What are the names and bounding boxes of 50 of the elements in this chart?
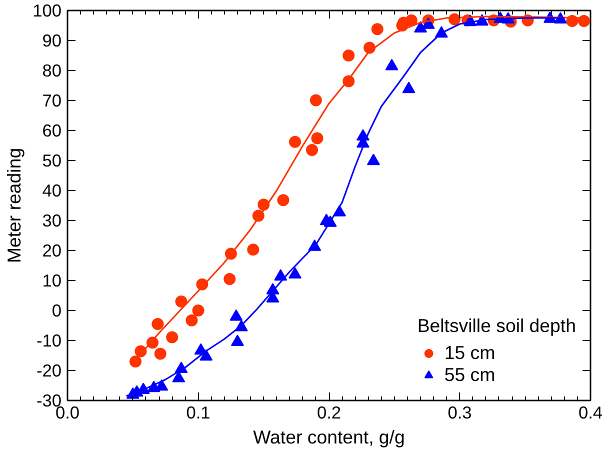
point	[186, 314, 198, 326]
point	[422, 17, 435, 29]
point	[224, 273, 236, 285]
y-tick-label: 30	[42, 210, 62, 230]
x-tick-label: 0.4	[578, 402, 603, 422]
y-tick-label: 20	[42, 240, 62, 260]
legend-label: 15 cm	[444, 342, 496, 364]
y-tick-label: 10	[42, 270, 62, 290]
point	[155, 379, 168, 391]
point	[277, 194, 290, 206]
y-tick-label: -20	[36, 360, 62, 380]
y-tick-label: 50	[42, 150, 62, 170]
point	[274, 269, 288, 281]
point	[152, 318, 164, 330]
x-tick-label: 0.3	[448, 402, 472, 422]
x-axis-title: Water content, g/g	[253, 426, 405, 448]
point	[166, 331, 178, 344]
legend-label: 55 cm	[444, 364, 496, 386]
y-tick-label: 90	[42, 30, 62, 50]
point	[129, 356, 142, 368]
point	[578, 15, 590, 27]
legend-title: Beltsville soil depth	[417, 315, 576, 337]
point	[200, 349, 213, 361]
point	[289, 136, 302, 148]
point	[306, 144, 318, 156]
point	[288, 267, 302, 278]
y-tick-label: -10	[36, 330, 62, 350]
point	[311, 132, 324, 144]
point	[371, 23, 384, 36]
point	[154, 348, 166, 360]
y-tick-label: 100	[32, 0, 62, 20]
y-tick-label: 60	[42, 120, 62, 140]
point	[342, 50, 355, 62]
x-tick-label: 0.1	[186, 402, 210, 422]
point	[385, 58, 398, 70]
point	[230, 309, 243, 321]
point	[175, 296, 188, 308]
y-tick-label: 70	[42, 90, 62, 110]
y-axis-title: Meter reading	[4, 148, 25, 264]
point	[192, 304, 204, 316]
y-tick-label: 80	[42, 60, 62, 80]
point	[366, 154, 380, 166]
point	[310, 94, 322, 106]
point	[402, 82, 416, 94]
x-tick-label: 0.2	[316, 402, 342, 422]
point	[247, 244, 260, 256]
point	[405, 14, 418, 26]
point	[230, 334, 244, 346]
y-tick-label: 0	[52, 300, 62, 320]
y-tick-label: 40	[42, 180, 62, 200]
